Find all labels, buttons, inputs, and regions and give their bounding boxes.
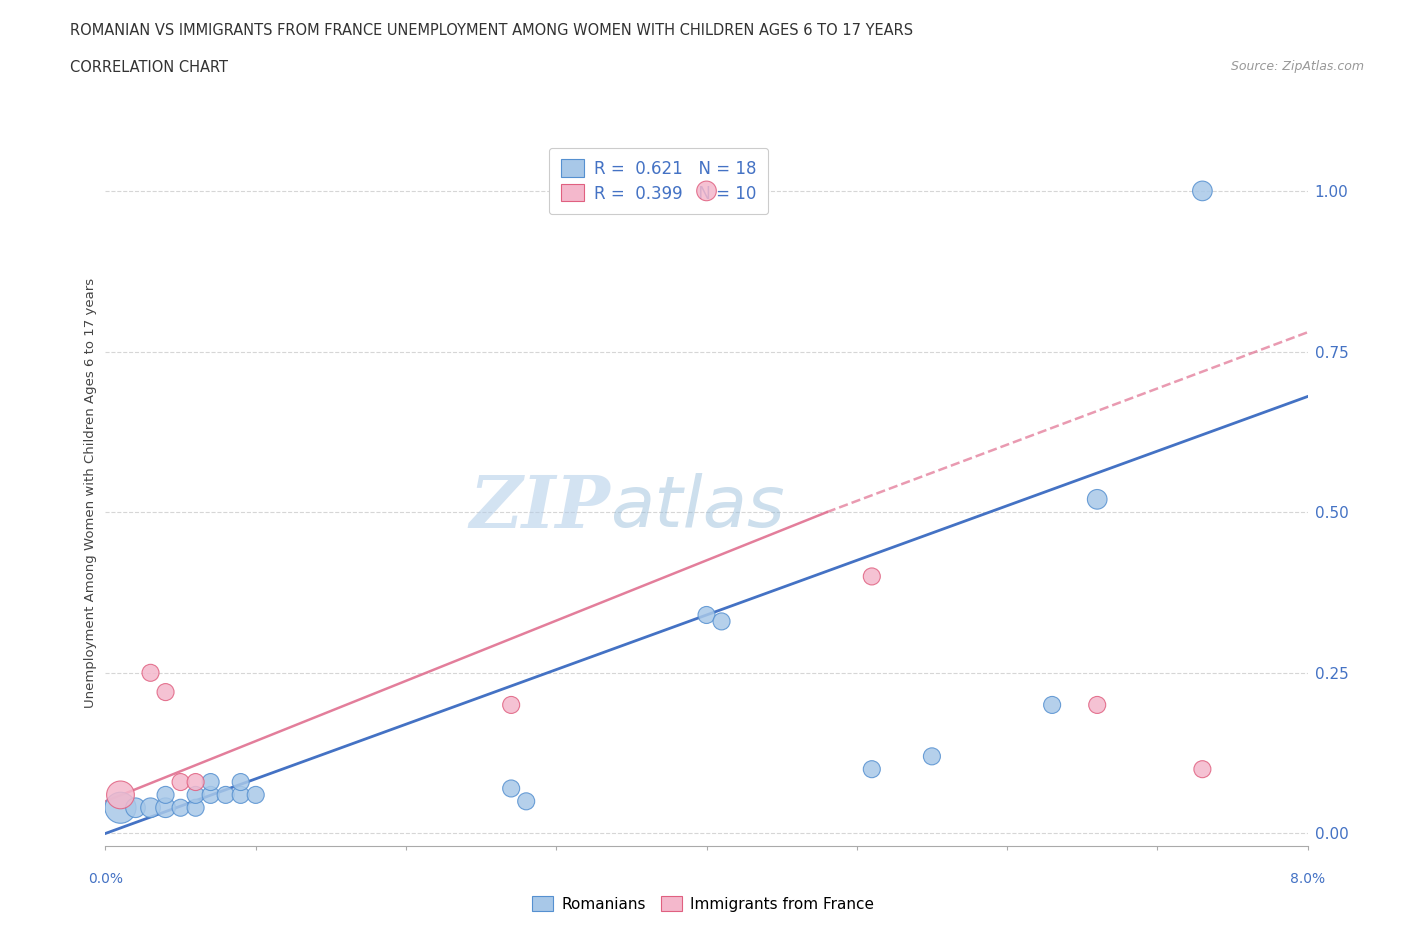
Point	[1191, 183, 1213, 198]
Point	[200, 788, 222, 803]
Point	[921, 749, 943, 764]
Legend: Romanians, Immigrants from France: Romanians, Immigrants from France	[526, 890, 880, 918]
Point	[515, 794, 537, 809]
Point	[214, 788, 236, 803]
Point	[1085, 698, 1108, 712]
Point	[229, 775, 252, 790]
Point	[501, 698, 523, 712]
Point	[155, 801, 177, 816]
Text: CORRELATION CHART: CORRELATION CHART	[70, 60, 228, 75]
Point	[139, 665, 162, 680]
Point	[110, 788, 132, 803]
Point	[860, 569, 883, 584]
Point	[155, 684, 177, 699]
Point	[139, 801, 162, 816]
Point	[169, 775, 191, 790]
Text: 0.0%: 0.0%	[89, 871, 122, 886]
Point	[184, 775, 207, 790]
Text: 8.0%: 8.0%	[1291, 871, 1324, 886]
Point	[124, 801, 146, 816]
Text: Source: ZipAtlas.com: Source: ZipAtlas.com	[1230, 60, 1364, 73]
Legend: R =  0.621   N = 18, R =  0.399   N = 10: R = 0.621 N = 18, R = 0.399 N = 10	[548, 148, 768, 214]
Point	[110, 801, 132, 816]
Point	[184, 801, 207, 816]
Point	[200, 775, 222, 790]
Point	[245, 788, 267, 803]
Text: ROMANIAN VS IMMIGRANTS FROM FRANCE UNEMPLOYMENT AMONG WOMEN WITH CHILDREN AGES 6: ROMANIAN VS IMMIGRANTS FROM FRANCE UNEMP…	[70, 23, 914, 38]
Point	[169, 801, 191, 816]
Text: atlas: atlas	[610, 472, 785, 541]
Point	[184, 788, 207, 803]
Point	[696, 183, 718, 198]
Point	[229, 788, 252, 803]
Point	[501, 781, 523, 796]
Point	[1040, 698, 1063, 712]
Y-axis label: Unemployment Among Women with Children Ages 6 to 17 years: Unemployment Among Women with Children A…	[84, 278, 97, 708]
Point	[155, 788, 177, 803]
Point	[1191, 762, 1213, 777]
Point	[860, 762, 883, 777]
Text: ZIP: ZIP	[470, 472, 610, 542]
Point	[696, 607, 718, 622]
Point	[710, 614, 733, 629]
Point	[1085, 492, 1108, 507]
